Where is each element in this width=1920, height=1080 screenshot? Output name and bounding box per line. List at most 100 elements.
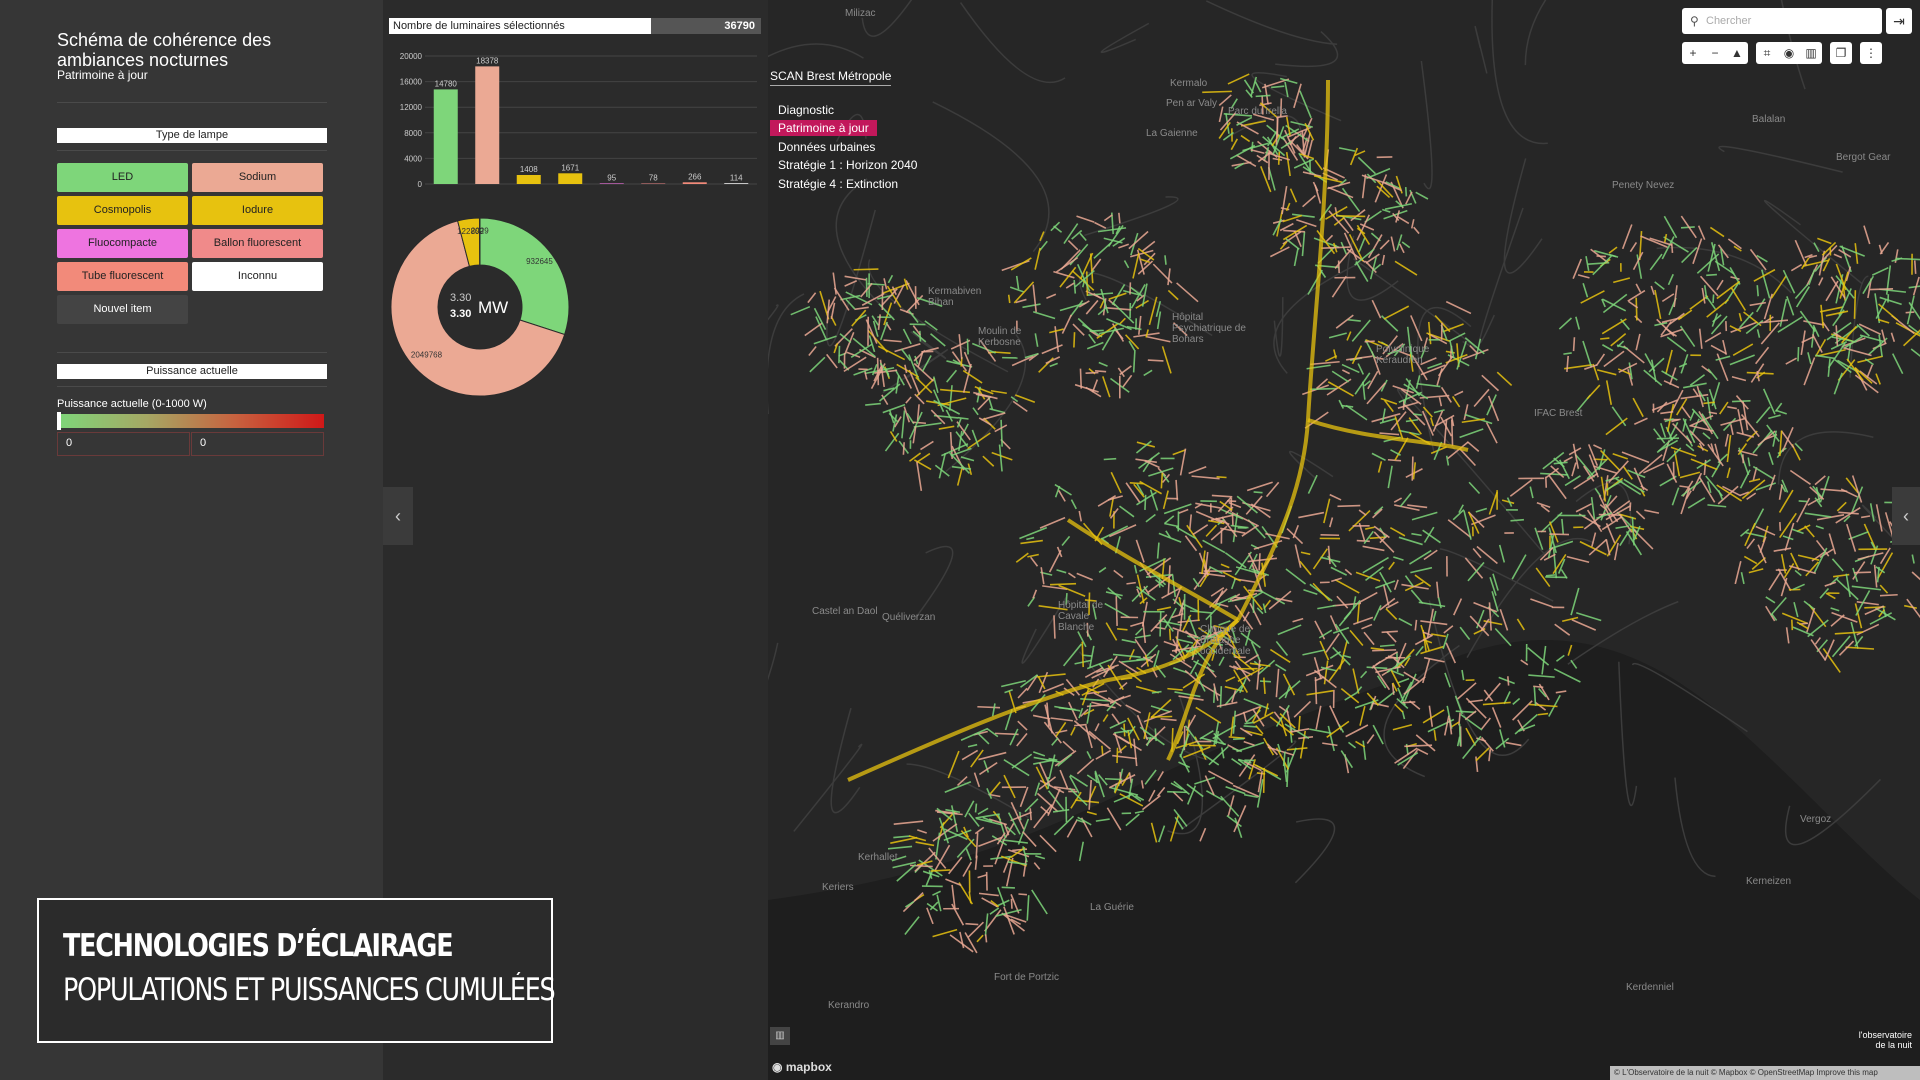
lit-street xyxy=(1730,276,1740,280)
observatoire-logo: l'observatoire de la nuit xyxy=(1858,1030,1912,1050)
lit-street xyxy=(1710,315,1728,335)
lit-street xyxy=(962,369,983,384)
lit-street xyxy=(1334,207,1338,216)
lit-street xyxy=(1873,564,1878,588)
layer-item-strategie-1[interactable]: Stratégie 1 : Horizon 2040 xyxy=(778,158,918,172)
lit-street xyxy=(1458,504,1464,513)
lit-street xyxy=(1265,481,1280,498)
lit-street xyxy=(1079,368,1083,389)
power-max-input[interactable]: 0 xyxy=(191,432,324,456)
power-min-input[interactable]: 0 xyxy=(57,432,190,456)
road xyxy=(1478,207,1524,344)
lit-street xyxy=(1200,736,1227,746)
lamp-button-led[interactable]: LED xyxy=(57,163,188,192)
lit-street xyxy=(1602,298,1627,312)
more-icon[interactable]: ⋮ xyxy=(1865,46,1877,60)
lit-street xyxy=(1236,741,1265,753)
lit-street xyxy=(1097,774,1108,786)
lit-street xyxy=(1468,699,1483,703)
lit-street xyxy=(1593,465,1618,474)
lit-street xyxy=(1420,364,1446,376)
compass-icon[interactable]: ▲ xyxy=(1731,46,1743,60)
lit-street xyxy=(1298,715,1301,731)
lit-street xyxy=(1137,260,1154,275)
search-input[interactable]: ⚲ Chercher xyxy=(1682,8,1882,34)
map-attribution[interactable]: © L'Observatoire de la nuit © Mapbox © O… xyxy=(1610,1066,1920,1080)
lit-street xyxy=(960,456,975,462)
lit-street xyxy=(1564,364,1593,370)
lit-street xyxy=(1168,628,1172,641)
lit-street xyxy=(1313,175,1343,184)
lamp-button-sodium[interactable]: Sodium xyxy=(192,163,323,192)
layer-item-patrimoine[interactable]: Patrimoine à jour xyxy=(770,120,877,136)
bar[interactable] xyxy=(475,66,500,184)
minus-icon[interactable]: − xyxy=(1711,46,1719,60)
lit-street xyxy=(852,337,876,358)
chart-toggle-button[interactable]: ▥ xyxy=(770,1027,790,1045)
bar[interactable] xyxy=(516,174,541,184)
power-slider-track[interactable] xyxy=(57,414,324,428)
lit-street xyxy=(1035,855,1046,860)
lit-street xyxy=(1220,747,1225,759)
lit-street xyxy=(1114,779,1122,794)
lit-street xyxy=(1692,472,1703,492)
lit-street xyxy=(1698,442,1705,451)
panel-collapse-button[interactable]: ‹ xyxy=(383,487,413,545)
bar[interactable] xyxy=(724,183,749,184)
lit-street xyxy=(1768,414,1781,420)
lamp-button-inconnu[interactable]: Inconnu xyxy=(192,262,323,291)
layers-icon[interactable]: ❐ xyxy=(1835,46,1847,60)
layer-item-strategie-4[interactable]: Stratégie 4 : Extinction xyxy=(778,177,899,191)
polygon-icon[interactable]: ⌗ xyxy=(1763,46,1771,60)
lit-street xyxy=(1218,94,1232,107)
map-canvas[interactable] xyxy=(768,0,1920,1080)
lit-street xyxy=(1076,215,1095,223)
lit-street xyxy=(1722,417,1737,432)
trash-icon[interactable]: ▥ xyxy=(1805,46,1817,60)
lit-street xyxy=(1613,542,1619,561)
lit-street xyxy=(1724,433,1729,447)
bar[interactable] xyxy=(558,173,583,184)
layer-item-diagnostic[interactable]: Diagnostic xyxy=(778,103,835,117)
layer-item-donnees-urbaines[interactable]: Données urbaines xyxy=(778,140,876,154)
lit-street xyxy=(916,404,920,421)
lit-street xyxy=(1481,717,1491,730)
plus-icon[interactable]: + xyxy=(1689,46,1697,60)
map-side-collapse[interactable]: ‹ xyxy=(1892,487,1920,545)
lit-street xyxy=(1109,786,1139,796)
lit-street xyxy=(1602,344,1614,352)
lamp-button-new-item[interactable]: Nouvel item xyxy=(57,295,188,324)
lit-street xyxy=(1170,782,1183,790)
marker-icon[interactable]: ◉ xyxy=(1783,46,1795,60)
lit-street xyxy=(1543,553,1556,561)
lit-street xyxy=(1124,334,1140,350)
lit-street xyxy=(1572,337,1576,352)
bar[interactable] xyxy=(641,183,666,185)
y-tick-label: 12000 xyxy=(400,103,423,112)
exit-button[interactable]: ⇥ xyxy=(1886,8,1912,34)
lamp-button-iodure[interactable]: Iodure xyxy=(192,196,323,225)
lit-street xyxy=(1363,380,1371,387)
map-view[interactable] xyxy=(768,0,1920,1080)
mapbox-logo[interactable]: ◉ mapbox xyxy=(772,1060,832,1074)
bar[interactable] xyxy=(433,89,458,184)
lit-street xyxy=(1256,659,1261,690)
lit-street xyxy=(1601,298,1606,308)
lamp-button-fluocompacte[interactable]: Fluocompacte xyxy=(57,229,188,258)
bar[interactable] xyxy=(599,183,624,184)
lit-street xyxy=(994,424,1008,433)
donut-slice[interactable] xyxy=(478,217,481,266)
lit-street xyxy=(1175,740,1198,749)
lit-street xyxy=(924,320,938,331)
lit-street xyxy=(1103,214,1113,222)
lamp-button-tube-fluorescent[interactable]: Tube fluorescent xyxy=(57,262,188,291)
lit-street xyxy=(1771,613,1778,621)
lit-street xyxy=(1033,751,1046,757)
lit-street xyxy=(1172,449,1186,456)
bar[interactable] xyxy=(682,182,707,184)
lamp-button-cosmopolis[interactable]: Cosmopolis xyxy=(57,196,188,225)
power-slider-handle[interactable] xyxy=(57,412,61,430)
lamp-button-ballon-fluorescent[interactable]: Ballon fluorescent xyxy=(192,229,323,258)
lit-street xyxy=(1558,317,1573,330)
lit-street xyxy=(1056,569,1067,574)
